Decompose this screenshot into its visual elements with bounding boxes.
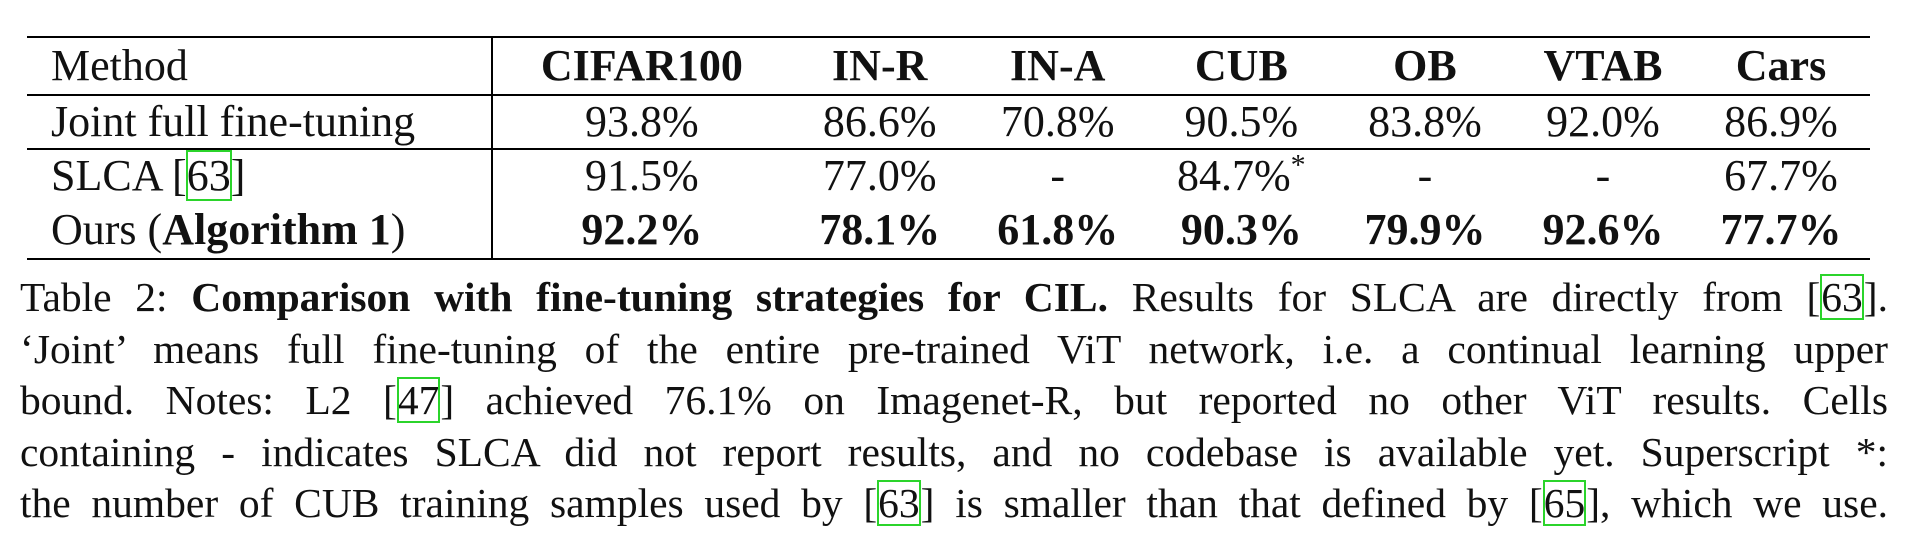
method-cell: Ours (Algorithm 1) [27,201,493,259]
method-close: ) [390,204,406,254]
column-header-in-a: IN-A [1010,41,1106,90]
column-header-method: Method [27,37,493,95]
caption-line: the number of CUB training samples used … [20,478,1888,530]
caption-line: Table 2: Comparison with fine-tuning str… [20,272,1888,324]
superscript-mark: * [1290,147,1306,181]
table-row: Joint full fine-tuning 93.8% 86.6% 70.8%… [27,95,1870,149]
method-close: ] [230,150,246,200]
column-header-cars: Cars [1735,41,1827,90]
table-cell: 70.8% [1000,97,1115,146]
column-header-ob: OB [1393,41,1457,90]
citation-link[interactable]: 47 [396,377,441,423]
table-cell: 90.5% [1184,97,1299,146]
citation-link[interactable]: 65 [1542,480,1587,526]
table-cell: 79.9% [1364,204,1486,254]
method-text: Ours ( [51,204,163,254]
column-header-vtab: VTAB [1543,41,1663,90]
caption-text: bound. Notes: L2 [ [20,377,397,423]
method-cell: Joint full fine-tuning [27,95,493,149]
table-cell: 77.7% [1720,204,1842,254]
comparison-table: Method CIFAR100 IN-R IN-A CUB OB VTAB Ca… [27,36,1870,260]
caption-text: Results for SLCA are directly from [ [1131,274,1821,320]
table-cell: - [1417,150,1433,200]
table-cell: 93.8% [585,97,699,146]
table-caption: Table 2: Comparison with fine-tuning str… [20,272,1888,530]
caption-line: containing - indicates SLCA did not repo… [20,428,1888,475]
table-cell: 67.7% [1724,150,1838,200]
method-text: SLCA [ [51,150,187,200]
citation-link[interactable]: 63 [1820,274,1864,320]
caption-title: Comparison with fine-tuning strategies f… [191,274,1108,320]
table-cell: 92.0% [1546,97,1660,146]
table-cell: 91.5% [585,150,699,200]
column-header-cub: CUB [1194,41,1288,90]
table-cell: 90.3% [1180,204,1302,254]
caption-label: Table 2: [20,274,168,320]
cell-value: 84.7% [1177,150,1291,200]
table-cell: 61.8% [997,204,1119,254]
table-cell: 83.8% [1368,97,1482,146]
caption-text: ] achieved 76.1% on Imagenet-R, but repo… [440,377,1888,423]
method-cell: SLCA [63] [27,149,493,201]
table-cell: - [1050,150,1066,200]
table-row: SLCA [63] 91.5% 77.0% - 84.7%* - - 67.7% [27,149,1870,201]
table-cell: 78.1% [819,204,941,254]
caption-text: the number of CUB training samples used … [20,480,878,526]
citation-link[interactable]: 63 [185,149,232,201]
table-cell: 77.0% [822,150,937,200]
method-bold: Algorithm 1 [162,204,391,254]
table-cell: 84.7%* [1147,149,1336,201]
caption-text: ] is smaller than that defined by [ [920,480,1543,526]
caption-line: bound. Notes: L2 [47] achieved 76.1% on … [20,375,1888,427]
table-header-row: Method CIFAR100 IN-R IN-A CUB OB VTAB Ca… [27,37,1870,95]
table-cell: 92.6% [1542,204,1664,254]
caption-text: ]. [1863,274,1888,320]
table-cell: 92.2% [581,204,703,254]
column-header-in-r: IN-R [832,41,928,90]
caption-text: ], which we use. [1586,480,1888,526]
table-row: Ours (Algorithm 1) 92.2% 78.1% 61.8% 90.… [27,201,1870,259]
citation-link[interactable]: 63 [877,480,921,526]
caption-line: ‘Joint’ means full fine-tuning of the en… [20,325,1888,372]
table-cell: 86.6% [822,97,937,146]
table-cell: - [1595,150,1611,200]
column-header-cifar100: CIFAR100 [540,41,743,90]
table-cell: 86.9% [1724,97,1838,146]
